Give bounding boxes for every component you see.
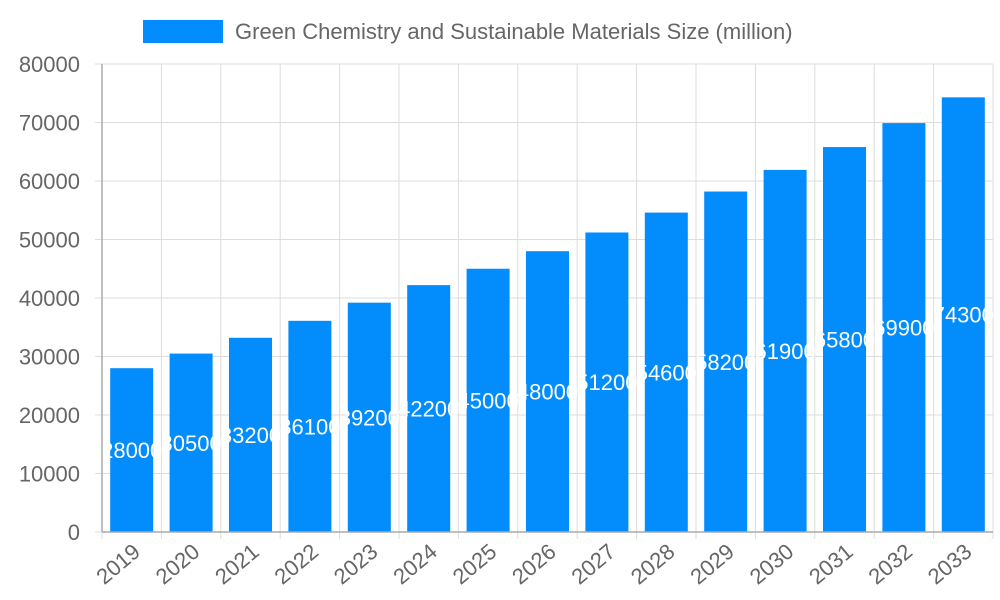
bar <box>347 302 391 532</box>
bar <box>407 285 451 532</box>
data-labels: 2800030500332003610039200422004500048000… <box>101 303 994 463</box>
grid <box>95 63 994 539</box>
bar <box>229 337 272 532</box>
x-tick-label: 2032 <box>864 539 918 590</box>
y-tick-label: 10000 <box>19 462 80 487</box>
bar <box>763 169 807 532</box>
y-tick-label: 40000 <box>19 286 80 311</box>
bar <box>823 147 866 532</box>
data-label: 58200 <box>695 350 756 375</box>
x-tick-label: 2029 <box>685 539 739 590</box>
x-tick-label: 2027 <box>567 539 621 590</box>
x-tick-label: 2020 <box>151 539 205 590</box>
data-label: 61900 <box>755 339 816 364</box>
x-tick-label: 2025 <box>448 539 502 590</box>
data-label: 28000 <box>101 438 162 463</box>
legend-swatch[interactable] <box>143 20 223 43</box>
data-label: 30500 <box>161 431 222 456</box>
bar <box>644 212 688 532</box>
x-tick-label: 2030 <box>745 539 799 590</box>
data-label: 54600 <box>636 360 697 385</box>
x-tick-label: 2023 <box>329 539 383 590</box>
x-tick-label: 2024 <box>388 539 442 590</box>
data-label: 74300 <box>933 303 994 328</box>
bar <box>585 232 629 533</box>
x-tick-label: 2026 <box>507 539 561 590</box>
y-tick-label: 30000 <box>19 345 80 370</box>
y-tick-label: 50000 <box>19 228 80 253</box>
x-tick-label: 2019 <box>91 539 145 590</box>
data-label: 65800 <box>814 328 875 353</box>
x-tick-label: 2022 <box>270 539 324 590</box>
x-tick-label: 2021 <box>210 539 264 590</box>
data-label: 33200 <box>220 423 281 448</box>
data-label: 51200 <box>576 370 637 395</box>
bar <box>882 123 926 533</box>
legend-label[interactable]: Green Chemistry and Sustainable Material… <box>235 19 793 44</box>
bar <box>169 353 213 532</box>
data-label: 39200 <box>339 405 400 430</box>
x-tick-label: 2028 <box>626 539 680 590</box>
data-label: 42200 <box>398 397 459 422</box>
y-tick-label: 80000 <box>19 52 80 77</box>
y-tick-label: 0 <box>68 520 80 545</box>
bar <box>941 97 985 532</box>
data-label: 45000 <box>458 388 519 413</box>
x-tick-label: 2033 <box>923 539 977 590</box>
data-label: 69900 <box>873 316 934 341</box>
bar <box>110 368 154 532</box>
bar <box>526 251 569 532</box>
bar <box>704 191 748 532</box>
x-tick-label: 2031 <box>804 539 858 590</box>
y-tick-label: 70000 <box>19 111 80 136</box>
data-label: 48000 <box>517 380 578 405</box>
bars <box>110 97 985 533</box>
y-tick-label: 60000 <box>19 169 80 194</box>
data-label: 36100 <box>279 414 340 439</box>
bar <box>466 268 510 532</box>
bar <box>288 320 332 532</box>
y-tick-label: 20000 <box>19 403 80 428</box>
